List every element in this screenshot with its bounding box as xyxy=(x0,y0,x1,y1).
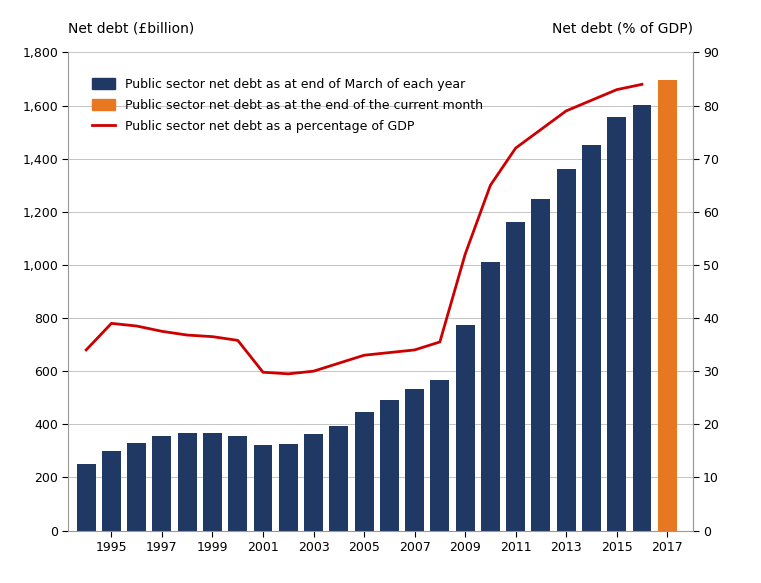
Text: Net debt (% of GDP): Net debt (% of GDP) xyxy=(552,22,693,36)
Bar xyxy=(557,169,575,531)
Text: Net debt (£billion): Net debt (£billion) xyxy=(68,22,195,36)
Bar xyxy=(102,451,121,531)
Bar xyxy=(279,444,298,531)
Bar xyxy=(355,412,374,531)
Bar xyxy=(253,445,272,531)
Bar xyxy=(178,433,196,531)
Bar xyxy=(380,400,399,531)
Bar xyxy=(456,325,475,531)
Legend: Public sector net debt as at end of March of each year, Public sector net debt a: Public sector net debt as at end of Marc… xyxy=(88,73,488,138)
Bar xyxy=(506,223,525,531)
Bar xyxy=(582,145,601,531)
Bar xyxy=(658,80,677,531)
Bar xyxy=(152,436,171,531)
Bar xyxy=(304,434,323,531)
Bar xyxy=(330,426,349,531)
Bar xyxy=(203,433,222,531)
Bar xyxy=(531,199,550,531)
Bar xyxy=(127,443,146,531)
Bar xyxy=(228,436,247,531)
Bar xyxy=(607,117,626,531)
Bar xyxy=(405,389,424,531)
Bar xyxy=(632,104,651,531)
Bar xyxy=(77,463,96,531)
Bar xyxy=(431,380,449,531)
Bar xyxy=(481,262,500,531)
